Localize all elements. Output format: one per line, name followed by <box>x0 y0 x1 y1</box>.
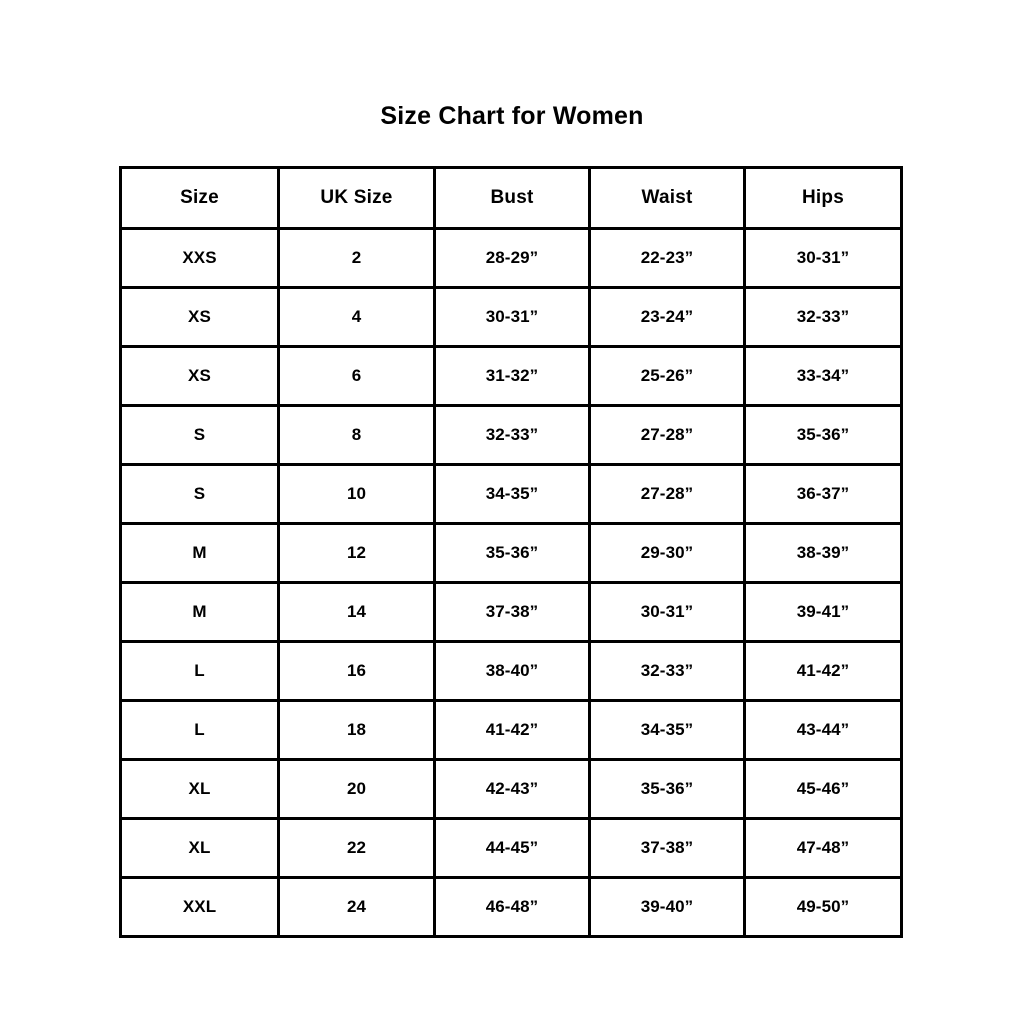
table-row: L 18 41-42” 34-35” 43-44” <box>119 699 903 761</box>
table-row: XXL 24 46-48” 39-40” 49-50” <box>119 876 903 938</box>
cell-size: M <box>119 522 280 584</box>
cell-hips: 38-39” <box>743 522 903 584</box>
cell-bust: 30-31” <box>433 286 591 348</box>
cell-uk-size: 24 <box>277 876 436 938</box>
table-row: XXS 2 28-29” 22-23” 30-31” <box>119 227 903 289</box>
cell-size: XXS <box>119 227 280 289</box>
cell-size: XL <box>119 817 280 879</box>
cell-bust: 46-48” <box>433 876 591 938</box>
table-row: XS 4 30-31” 23-24” 32-33” <box>119 286 903 348</box>
page-title: Size Chart for Women <box>380 102 644 130</box>
table-row: XL 22 44-45” 37-38” 47-48” <box>119 817 903 879</box>
cell-waist: 27-28” <box>588 404 746 466</box>
cell-waist: 23-24” <box>588 286 746 348</box>
cell-uk-size: 20 <box>277 758 436 820</box>
table-row: S 8 32-33” 27-28” 35-36” <box>119 404 903 466</box>
cell-size: XS <box>119 286 280 348</box>
cell-bust: 38-40” <box>433 640 591 702</box>
cell-hips: 39-41” <box>743 581 903 643</box>
cell-waist: 34-35” <box>588 699 746 761</box>
cell-hips: 30-31” <box>743 227 903 289</box>
cell-hips: 47-48” <box>743 817 903 879</box>
cell-size: L <box>119 699 280 761</box>
cell-bust: 31-32” <box>433 345 591 407</box>
cell-waist: 39-40” <box>588 876 746 938</box>
cell-size: XL <box>119 758 280 820</box>
cell-uk-size: 2 <box>277 227 436 289</box>
cell-uk-size: 18 <box>277 699 436 761</box>
table-header-row: Size UK Size Bust Waist Hips <box>119 166 903 230</box>
cell-uk-size: 8 <box>277 404 436 466</box>
cell-uk-size: 6 <box>277 345 436 407</box>
cell-uk-size: 12 <box>277 522 436 584</box>
cell-bust: 44-45” <box>433 817 591 879</box>
cell-waist: 22-23” <box>588 227 746 289</box>
cell-waist: 25-26” <box>588 345 746 407</box>
cell-waist: 30-31” <box>588 581 746 643</box>
cell-waist: 27-28” <box>588 463 746 525</box>
column-header-waist: Waist <box>588 166 746 230</box>
table-row: S 10 34-35” 27-28” 36-37” <box>119 463 903 525</box>
cell-hips: 41-42” <box>743 640 903 702</box>
cell-waist: 35-36” <box>588 758 746 820</box>
cell-bust: 35-36” <box>433 522 591 584</box>
cell-waist: 37-38” <box>588 817 746 879</box>
cell-waist: 29-30” <box>588 522 746 584</box>
cell-waist: 32-33” <box>588 640 746 702</box>
cell-bust: 42-43” <box>433 758 591 820</box>
cell-hips: 35-36” <box>743 404 903 466</box>
table-row: XS 6 31-32” 25-26” 33-34” <box>119 345 903 407</box>
cell-hips: 32-33” <box>743 286 903 348</box>
table-row: M 14 37-38” 30-31” 39-41” <box>119 581 903 643</box>
cell-bust: 28-29” <box>433 227 591 289</box>
cell-hips: 43-44” <box>743 699 903 761</box>
cell-hips: 36-37” <box>743 463 903 525</box>
cell-size: S <box>119 404 280 466</box>
cell-size: S <box>119 463 280 525</box>
cell-uk-size: 14 <box>277 581 436 643</box>
cell-bust: 34-35” <box>433 463 591 525</box>
cell-size: L <box>119 640 280 702</box>
cell-hips: 33-34” <box>743 345 903 407</box>
cell-uk-size: 4 <box>277 286 436 348</box>
cell-bust: 37-38” <box>433 581 591 643</box>
cell-size: XXL <box>119 876 280 938</box>
cell-size: M <box>119 581 280 643</box>
size-chart-table: Size UK Size Bust Waist Hips XXS 2 28-29” 2… <box>119 166 903 938</box>
cell-uk-size: 10 <box>277 463 436 525</box>
cell-bust: 41-42” <box>433 699 591 761</box>
cell-hips: 49-50” <box>743 876 903 938</box>
table-row: XL 20 42-43” 35-36” 45-46” <box>119 758 903 820</box>
cell-uk-size: 16 <box>277 640 436 702</box>
column-header-uk-size: UK Size <box>277 166 436 230</box>
table-body: XXS 2 28-29” 22-23” 30-31” XS 4 30-31” 23-24” 32-… <box>119 227 903 938</box>
column-header-size: Size <box>119 166 280 230</box>
column-header-hips: Hips <box>743 166 903 230</box>
cell-bust: 32-33” <box>433 404 591 466</box>
table-header: Size UK Size Bust Waist Hips <box>119 166 903 230</box>
cell-hips: 45-46” <box>743 758 903 820</box>
column-header-bust: Bust <box>433 166 591 230</box>
table-row: M 12 35-36” 29-30” 38-39” <box>119 522 903 584</box>
cell-size: XS <box>119 345 280 407</box>
cell-uk-size: 22 <box>277 817 436 879</box>
table-row: L 16 38-40” 32-33” 41-42” <box>119 640 903 702</box>
